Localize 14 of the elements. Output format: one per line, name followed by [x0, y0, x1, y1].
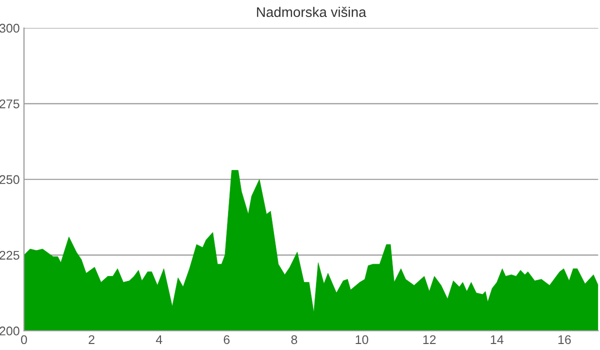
x-tick-label: 14: [490, 335, 504, 344]
x-tick-label: 12: [423, 335, 436, 344]
y-tick-label: 225: [0, 250, 20, 260]
x-tick-label: 10: [356, 335, 368, 344]
y-tick-label: 200: [0, 326, 20, 336]
y-tick-label: 275: [0, 99, 20, 108]
x-tick-label: 8: [291, 335, 298, 344]
x-tick-label: 0: [21, 335, 27, 344]
chart-title: Nadmorska višina: [257, 6, 366, 18]
y-tick-label: 250: [0, 175, 20, 184]
x-tick-label: 4: [156, 335, 162, 344]
x-tick-label: 16: [558, 335, 571, 344]
x-tick-label: 6: [224, 335, 230, 344]
x-tick-label: 2: [88, 335, 94, 344]
